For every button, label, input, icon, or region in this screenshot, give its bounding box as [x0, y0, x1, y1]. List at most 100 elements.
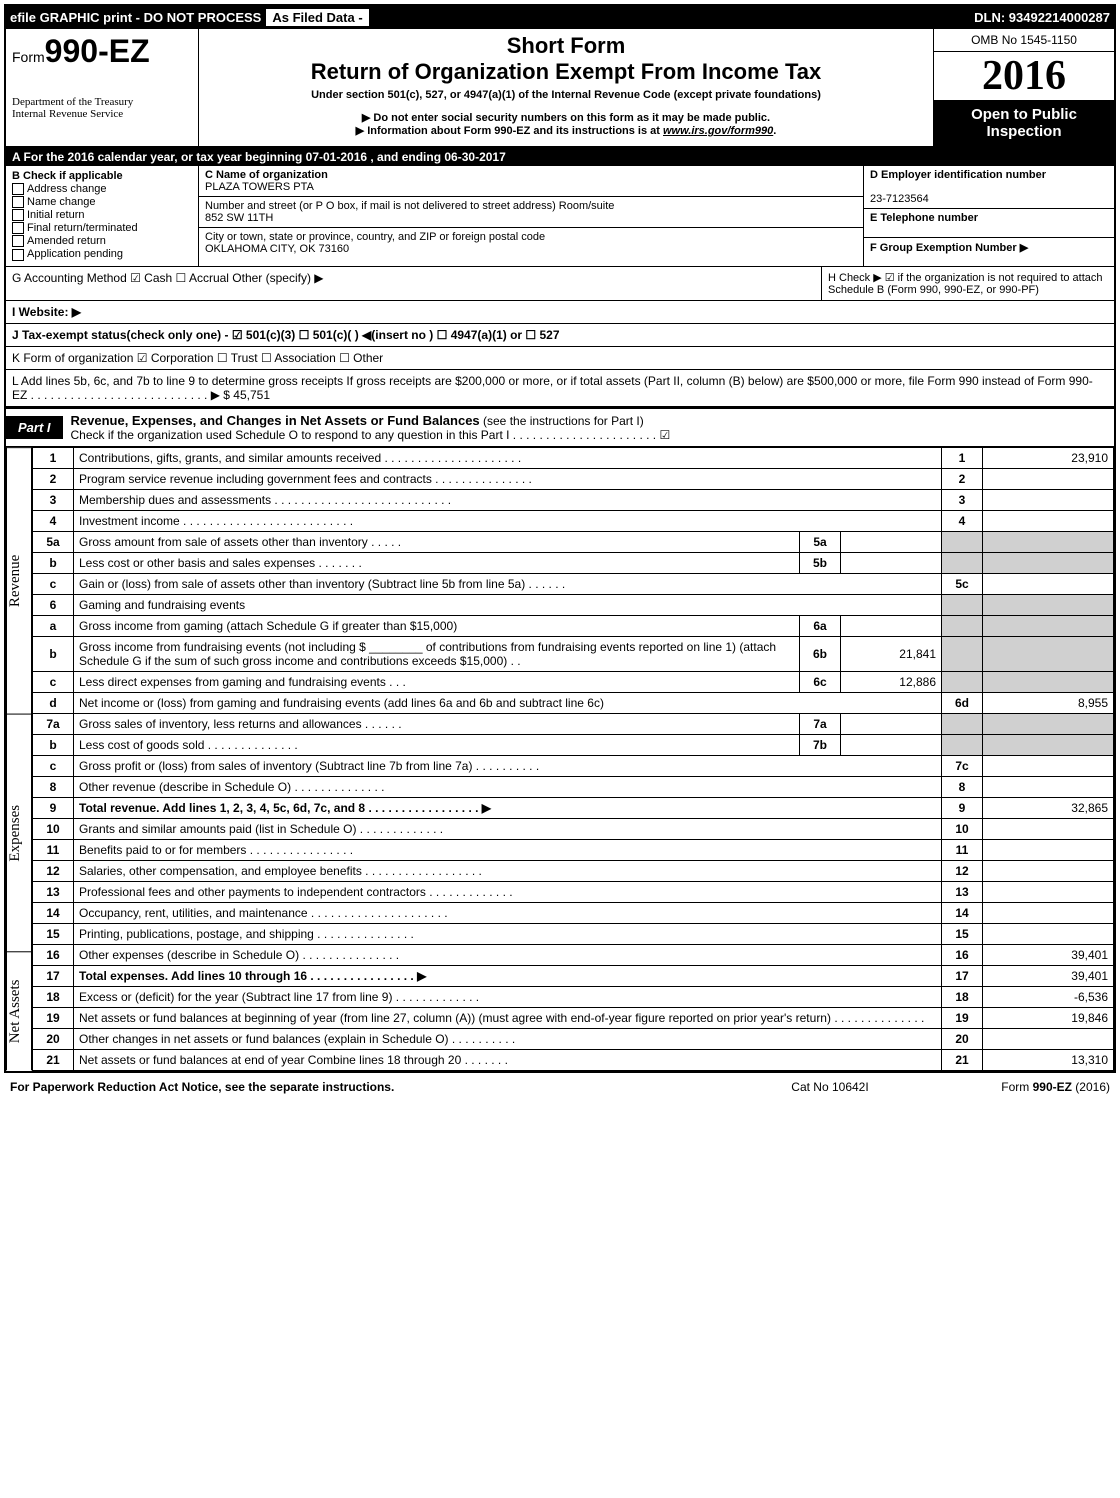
cb-initial-return[interactable]: Initial return: [12, 209, 192, 221]
org-name-cell: C Name of organization PLAZA TOWERS PTA: [199, 166, 863, 197]
line-i: I Website: ▶: [6, 301, 1114, 324]
city-label: City or town, state or province, country…: [205, 231, 545, 243]
line-g: G Accounting Method ☑ Cash ☐ Accrual Oth…: [6, 267, 821, 300]
cb-final-return[interactable]: Final return/terminated: [12, 222, 192, 234]
side-expenses: Expenses: [6, 714, 32, 952]
table-row: 14Occupancy, rent, utilities, and mainte…: [33, 902, 1114, 923]
phone-cell: E Telephone number: [864, 209, 1114, 238]
table-row: dNet income or (loss) from gaming and fu…: [33, 692, 1114, 713]
table-row: cGross profit or (loss) from sales of in…: [33, 755, 1114, 776]
table-row: 9Total revenue. Add lines 1, 2, 3, 4, 5c…: [33, 797, 1114, 818]
f-label: F Group Exemption Number ▶: [870, 242, 1028, 254]
addr-label: Number and street (or P O box, if mail i…: [205, 200, 614, 212]
under-section: Under section 501(c), 527, or 4947(a)(1)…: [207, 89, 925, 101]
col-b: B Check if applicable Address change Nam…: [6, 166, 199, 266]
part1-check: Check if the organization used Schedule …: [71, 428, 671, 442]
short-form-title: Short Form: [207, 33, 925, 59]
return-title: Return of Organization Exempt From Incom…: [207, 59, 925, 85]
col-d: D Employer identification number 23-7123…: [863, 166, 1114, 266]
part1-table: 1Contributions, gifts, grants, and simil…: [32, 447, 1114, 1071]
table-row: cLess direct expenses from gaming and fu…: [33, 671, 1114, 692]
main-grid: Revenue Expenses Net Assets 1Contributio…: [6, 447, 1114, 1071]
table-row: 18Excess or (deficit) for the year (Subt…: [33, 986, 1114, 1007]
table-row: 20Other changes in net assets or fund ba…: [33, 1028, 1114, 1049]
addr-val: 852 SW 11TH: [205, 212, 273, 224]
table-row: 10Grants and similar amounts paid (list …: [33, 818, 1114, 839]
form-number: 990-EZ: [45, 33, 150, 69]
table-row: bGross income from fundraising events (n…: [33, 636, 1114, 671]
line-l: L Add lines 5b, 6c, and 7b to line 9 to …: [6, 370, 1114, 407]
side-revenue: Revenue: [6, 447, 32, 714]
notice1: ▶ Do not enter social security numbers o…: [207, 111, 925, 124]
cb-pending[interactable]: Application pending: [12, 248, 192, 260]
table-row: aGross income from gaming (attach Schedu…: [33, 615, 1114, 636]
line-h: H Check ▶ ☑ if the organization is not r…: [821, 267, 1114, 300]
e-label: E Telephone number: [870, 212, 978, 224]
row-a: A For the 2016 calendar year, or tax yea…: [6, 148, 1114, 166]
line-l-amount: 45,751: [233, 388, 270, 402]
irs-label: Internal Revenue Service: [12, 108, 192, 120]
dln-label: DLN: 93492214000287: [974, 10, 1110, 25]
city-val: OKLAHOMA CITY, OK 73160: [205, 243, 349, 255]
d-label: D Employer identification number: [870, 169, 1046, 181]
tax-year: 2016: [934, 52, 1114, 100]
table-row: cGain or (loss) from sale of assets othe…: [33, 573, 1114, 594]
part1-title: Revenue, Expenses, and Changes in Net As…: [63, 409, 1114, 446]
addr-cell: Number and street (or P O box, if mail i…: [199, 197, 863, 228]
part1-header: Part I Revenue, Expenses, and Changes in…: [6, 407, 1114, 447]
ein-cell: D Employer identification number 23-7123…: [864, 166, 1114, 209]
omb-number: OMB No 1545-1150: [934, 29, 1114, 52]
part1-tag: Part I: [6, 416, 63, 439]
city-cell: City or town, state or province, country…: [199, 228, 863, 258]
open-line1: Open to Public: [936, 106, 1112, 123]
table-row: 2Program service revenue including gover…: [33, 468, 1114, 489]
table-row: 6Gaming and fundraising events: [33, 594, 1114, 615]
open-line2: Inspection: [936, 123, 1112, 140]
group-exempt-cell: F Group Exemption Number ▶: [864, 238, 1114, 266]
header-row: Form990-EZ Department of the Treasury In…: [6, 29, 1114, 148]
cb-name-change[interactable]: Name change: [12, 196, 192, 208]
table-row: 15Printing, publications, postage, and s…: [33, 923, 1114, 944]
table-row: 17Total expenses. Add lines 10 through 1…: [33, 965, 1114, 986]
line-j: J Tax-exempt status(check only one) - ☑ …: [6, 324, 1114, 347]
notice2: ▶ Information about Form 990-EZ and its …: [207, 124, 925, 137]
efile-label: efile GRAPHIC print - DO NOT PROCESS: [10, 10, 261, 25]
table-row: 19Net assets or fund balances at beginni…: [33, 1007, 1114, 1028]
c-label: C Name of organization: [205, 169, 328, 181]
table-row: 4Investment income . . . . . . . . . . .…: [33, 510, 1114, 531]
table-row: 21Net assets or fund balances at end of …: [33, 1049, 1114, 1070]
footer-mid: Cat No 10642I: [730, 1080, 930, 1094]
header-left: Form990-EZ Department of the Treasury In…: [6, 29, 199, 146]
as-filed-box: As Filed Data -: [265, 8, 369, 27]
table-row: 7aGross sales of inventory, less returns…: [33, 713, 1114, 734]
table-row: 16Other expenses (describe in Schedule O…: [33, 944, 1114, 965]
side-netassets: Net Assets: [6, 951, 32, 1070]
table-row: 8Other revenue (describe in Schedule O) …: [33, 776, 1114, 797]
ein-val: 23-7123564: [870, 193, 929, 205]
table-row: 13Professional fees and other payments t…: [33, 881, 1114, 902]
table-row: 1Contributions, gifts, grants, and simil…: [33, 447, 1114, 468]
org-name: PLAZA TOWERS PTA: [205, 181, 314, 193]
header-right: OMB No 1545-1150 2016 Open to Public Ins…: [933, 29, 1114, 146]
line-k: K Form of organization ☑ Corporation ☐ T…: [6, 347, 1114, 370]
table-row: bLess cost or other basis and sales expe…: [33, 552, 1114, 573]
section-bcdef: B Check if applicable Address change Nam…: [6, 166, 1114, 267]
top-bar: efile GRAPHIC print - DO NOT PROCESS As …: [6, 6, 1114, 29]
footer-left: For Paperwork Reduction Act Notice, see …: [10, 1080, 730, 1094]
form-prefix: Form: [12, 49, 45, 65]
footer: For Paperwork Reduction Act Notice, see …: [4, 1077, 1116, 1097]
col-c: C Name of organization PLAZA TOWERS PTA …: [199, 166, 863, 266]
header-center: Short Form Return of Organization Exempt…: [199, 29, 933, 146]
dept-treasury: Department of the Treasury: [12, 96, 192, 108]
form-990ez: efile GRAPHIC print - DO NOT PROCESS As …: [4, 4, 1116, 1073]
table-row: 11Benefits paid to or for members . . . …: [33, 839, 1114, 860]
cb-address-change[interactable]: Address change: [12, 183, 192, 195]
footer-right: Form 990-EZ (2016): [930, 1080, 1110, 1094]
table-row: 12Salaries, other compensation, and empl…: [33, 860, 1114, 881]
open-public: Open to Public Inspection: [934, 100, 1114, 146]
table-row: bLess cost of goods sold . . . . . . . .…: [33, 734, 1114, 755]
table-row: 5aGross amount from sale of assets other…: [33, 531, 1114, 552]
cb-amended[interactable]: Amended return: [12, 235, 192, 247]
section-b-title: B Check if applicable: [12, 170, 123, 182]
table-row: 3Membership dues and assessments . . . .…: [33, 489, 1114, 510]
